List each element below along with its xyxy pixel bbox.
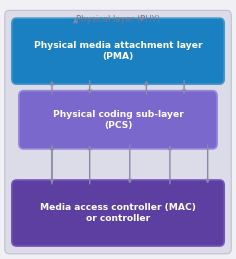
Text: Physical coding sub-layer
(PCS): Physical coding sub-layer (PCS) [53, 110, 183, 130]
FancyBboxPatch shape [12, 18, 224, 84]
Text: Physical media attachment layer
(PMA): Physical media attachment layer (PMA) [34, 41, 202, 61]
FancyBboxPatch shape [12, 180, 224, 246]
FancyBboxPatch shape [5, 10, 231, 254]
FancyBboxPatch shape [19, 91, 217, 149]
Text: Media access controller (MAC)
or controller: Media access controller (MAC) or control… [40, 203, 196, 223]
Text: Physical layer (PHY): Physical layer (PHY) [76, 15, 160, 24]
